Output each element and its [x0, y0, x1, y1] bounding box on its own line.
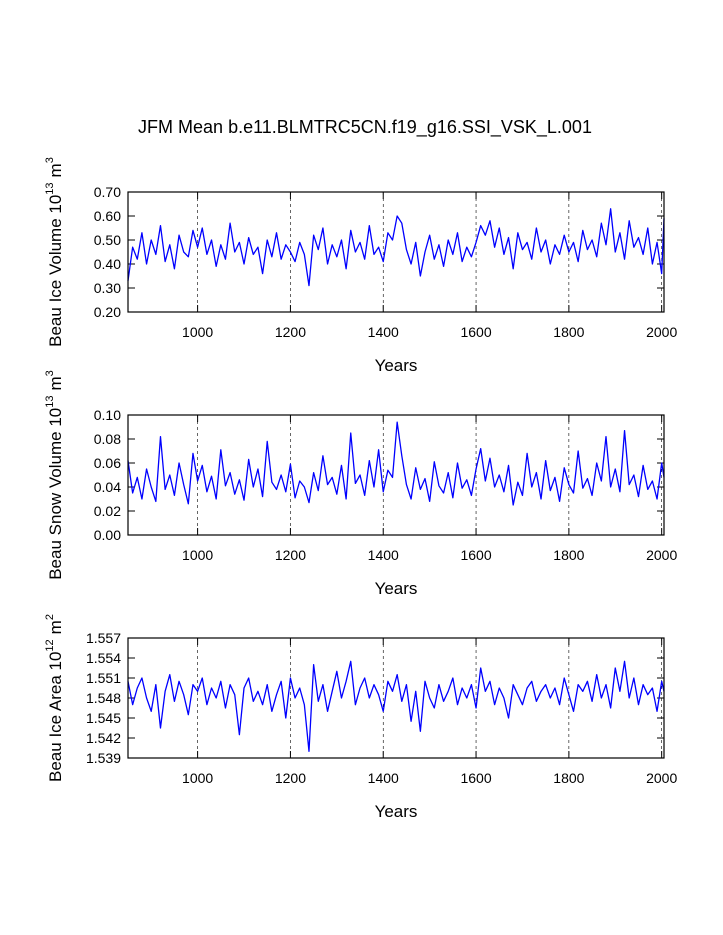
x-tick-label: 1400	[368, 547, 399, 563]
y-tick-label: 1.542	[86, 730, 121, 746]
y-tick-label: 1.539	[86, 750, 121, 766]
x-axis-label: Years	[375, 579, 418, 598]
x-tick-label: 1600	[460, 324, 491, 340]
y-tick-label: 1.554	[86, 650, 121, 666]
x-tick-label: 1000	[182, 547, 213, 563]
y-axis-label: Beau Ice Area 1012 m2	[44, 614, 65, 782]
x-axis-label: Years	[375, 356, 418, 375]
panel: 1000 1200 1400 1600 1800 2000 1.539 1.542 1.545 1…	[44, 614, 677, 821]
y-tick-label: 0.60	[94, 208, 121, 224]
y-axis-label-exponent: 13	[44, 182, 56, 194]
plot-frame	[127, 637, 665, 759]
y-tick-label: 1.545	[86, 710, 121, 726]
y-tick-label: 0.08	[94, 431, 121, 447]
x-tick-label: 1800	[553, 547, 584, 563]
y-axis-label: Beau Ice Volume 1013 m3	[44, 157, 65, 347]
y-tick-label: 0.50	[94, 232, 121, 248]
x-tick-label: 1200	[275, 547, 306, 563]
plot-frame	[127, 414, 665, 536]
x-tick-label: 1800	[553, 770, 584, 786]
x-tick-label: 2000	[646, 770, 677, 786]
x-tick-label: 1000	[182, 324, 213, 340]
panel: 1000 1200 1400 1600 1800 2000 0.20 0.30 0.40 0.50…	[44, 157, 677, 375]
y-axis-label-part: Beau Ice Area 10	[46, 652, 65, 782]
x-tick-label: 1400	[368, 770, 399, 786]
x-tick-label: 2000	[646, 547, 677, 563]
y-axis-label-part: m	[46, 376, 65, 390]
y-tick-label: 0.40	[94, 256, 121, 272]
data-line	[127, 421, 665, 506]
y-tick-label: 0.20	[94, 304, 121, 320]
y-axis-label-exponent: 2	[44, 614, 56, 620]
plot-frame	[127, 191, 665, 313]
y-axis-label-part: m	[46, 620, 65, 634]
y-tick-label: 0.30	[94, 280, 121, 296]
x-tick-label: 1600	[460, 770, 491, 786]
data-line	[127, 660, 665, 752]
y-tick-label: 1.551	[86, 670, 121, 686]
y-tick-label: 1.557	[86, 630, 121, 646]
y-tick-label: 0.04	[94, 479, 121, 495]
panel: 1000 1200 1400 1600 1800 2000 0.00 0.02 0.04 0.06…	[44, 370, 677, 598]
data-line	[127, 208, 665, 287]
figure-title: JFM Mean b.e11.BLMTRC5CN.f19_g16.SSI_VSK…	[138, 117, 592, 138]
y-axis-label-part: Beau Ice Volume 10	[46, 195, 65, 347]
y-tick-label: 0.06	[94, 455, 121, 471]
x-axis-label: Years	[375, 802, 418, 821]
y-axis-label-exponent: 12	[44, 639, 56, 651]
y-axis-label-exponent: 3	[44, 370, 56, 376]
x-tick-label: 1800	[553, 324, 584, 340]
x-tick-label: 1200	[275, 770, 306, 786]
x-tick-label: 1200	[275, 324, 306, 340]
y-axis-label-part: m	[46, 163, 65, 177]
y-axis-label-part: Beau Snow Volume 10	[46, 408, 65, 580]
y-tick-label: 0.70	[94, 184, 121, 200]
y-tick-label: 1.548	[86, 690, 121, 706]
y-tick-label: 0.00	[94, 527, 121, 543]
x-tick-label: 1600	[460, 547, 491, 563]
x-tick-label: 1400	[368, 324, 399, 340]
x-tick-label: 1000	[182, 770, 213, 786]
y-axis-label-exponent: 3	[44, 157, 56, 163]
x-tick-label: 2000	[646, 324, 677, 340]
y-axis-label: Beau Snow Volume 1013 m3	[44, 370, 65, 580]
y-tick-label: 0.02	[94, 503, 121, 519]
y-axis-label-exponent: 13	[44, 396, 56, 408]
y-tick-label: 0.10	[94, 407, 121, 423]
